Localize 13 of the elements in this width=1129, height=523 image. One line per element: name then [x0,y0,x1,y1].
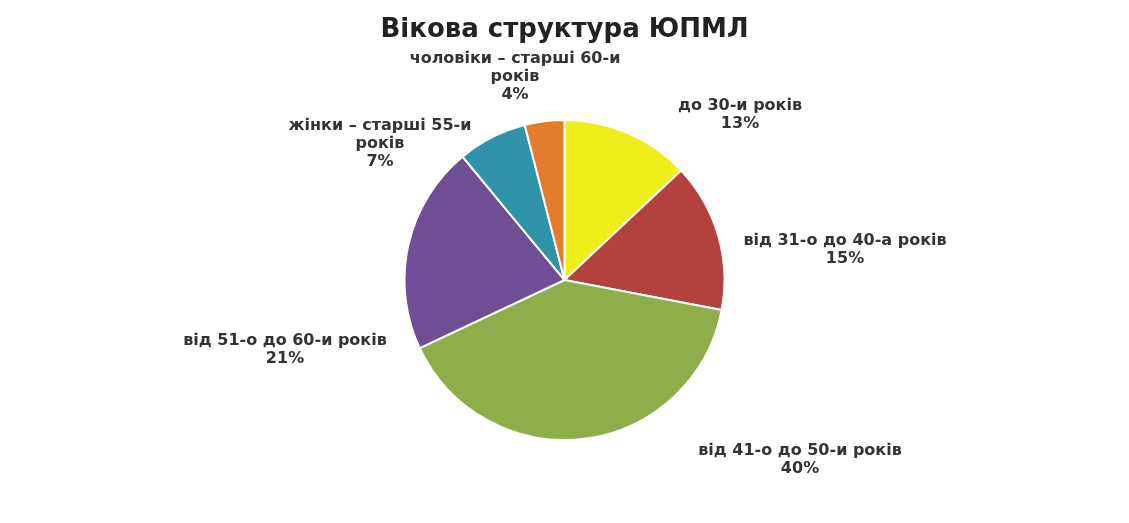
data-label: 21% [265,348,305,367]
data-label: 40% [780,458,820,477]
slice-label: жінки – старші 55-и років [288,115,472,152]
slice-label: від 41-о до 50-и років [698,440,902,459]
data-label: 15% [825,248,865,267]
slice-label: від 51-о до 60-и років [183,330,387,349]
data-label: 13% [720,113,760,132]
slice-label: до 30-и років [677,95,803,114]
chart-title: Вікова структура ЮПМЛ [380,13,749,43]
slice-label: від 31-о до 40-а років [743,230,947,249]
data-label: 4% [501,84,529,103]
data-label: 7% [366,151,394,170]
slice-label: чоловіки – старші 60-и років [409,48,621,85]
